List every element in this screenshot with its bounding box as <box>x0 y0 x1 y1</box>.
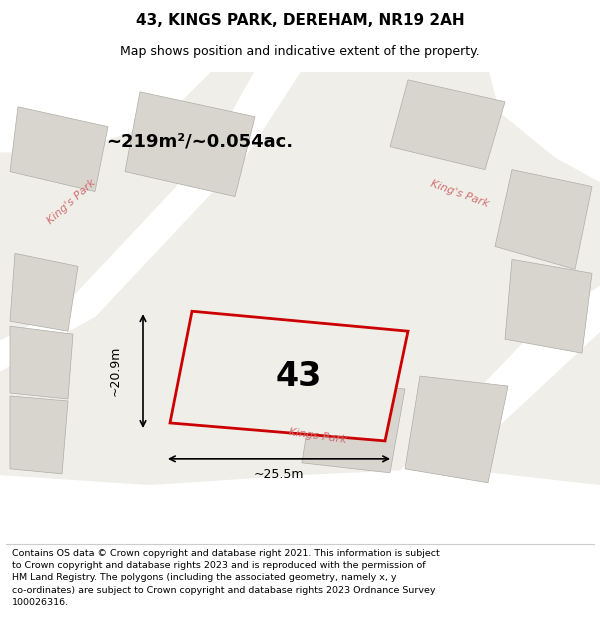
Text: 43: 43 <box>275 360 322 393</box>
Text: King's Park: King's Park <box>46 177 98 226</box>
Polygon shape <box>10 253 78 331</box>
Text: ~25.5m: ~25.5m <box>254 468 304 481</box>
Polygon shape <box>505 259 592 353</box>
Polygon shape <box>495 169 592 269</box>
Polygon shape <box>302 379 405 472</box>
Text: ~20.9m: ~20.9m <box>109 346 121 396</box>
Polygon shape <box>0 72 300 371</box>
Polygon shape <box>170 311 408 441</box>
Polygon shape <box>10 326 73 399</box>
Polygon shape <box>390 80 505 169</box>
Polygon shape <box>10 396 68 474</box>
Text: ~219m²/~0.054ac.: ~219m²/~0.054ac. <box>106 132 293 151</box>
Polygon shape <box>125 92 255 196</box>
Text: Kings Park: Kings Park <box>289 427 347 445</box>
Polygon shape <box>405 376 508 482</box>
Polygon shape <box>0 469 600 541</box>
Text: 43, KINGS PARK, DEREHAM, NR19 2AH: 43, KINGS PARK, DEREHAM, NR19 2AH <box>136 12 464 28</box>
Polygon shape <box>0 72 210 152</box>
Polygon shape <box>10 107 108 191</box>
Text: King's Park: King's Park <box>430 178 491 209</box>
Text: Contains OS data © Crown copyright and database right 2021. This information is : Contains OS data © Crown copyright and d… <box>12 549 440 607</box>
Polygon shape <box>490 72 600 182</box>
Text: Map shows position and indicative extent of the property.: Map shows position and indicative extent… <box>120 45 480 58</box>
Polygon shape <box>310 286 600 541</box>
